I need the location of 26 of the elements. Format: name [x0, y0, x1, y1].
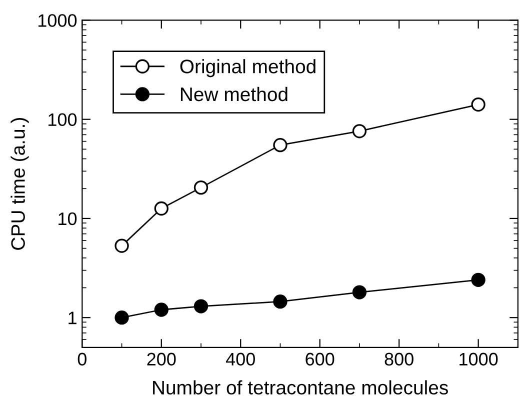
point: [194, 180, 208, 195]
x-tick-label: 1000: [460, 352, 498, 366]
point: [154, 302, 168, 317]
y-tick-label: 1000: [38, 14, 77, 27]
point: [114, 310, 129, 325]
y-tick-label: 10: [58, 212, 77, 226]
legend-label: Original method: [180, 59, 316, 78]
point: [154, 201, 168, 216]
point: [352, 124, 367, 138]
legend-label: New method: [180, 86, 288, 102]
point: [273, 138, 288, 152]
point: [194, 299, 208, 314]
point: [352, 285, 367, 300]
x-tick-label: 0: [78, 352, 86, 366]
y-tick-label: 1: [68, 312, 76, 324]
x-tick-label: 400: [226, 352, 255, 366]
y-tick-label: 100: [48, 113, 77, 126]
x-tick-label: 600: [306, 352, 334, 366]
x-tick-label: 200: [147, 352, 176, 366]
point: [273, 294, 288, 309]
point: [471, 97, 486, 112]
point: [114, 238, 129, 253]
y-axis-title: CPU time (a.u.): [10, 118, 29, 250]
point: [471, 272, 486, 287]
x-tick-label: 800: [384, 352, 414, 366]
x-axis-title: Number of tetracontane molecules: [153, 380, 448, 395]
